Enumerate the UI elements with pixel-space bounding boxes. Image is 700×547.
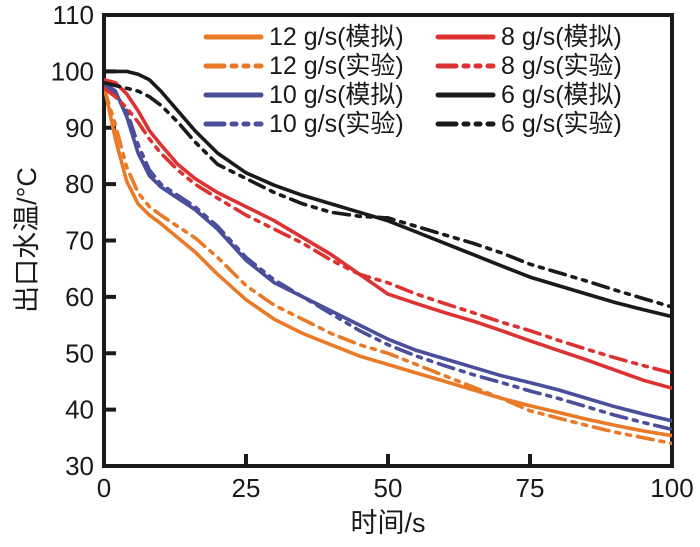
legend-label-8gs-exp: 8 g/s(实验) — [501, 52, 622, 80]
legend-label-12gs-exp: 12 g/s(实验) — [269, 52, 404, 80]
x-tick-label-100: 100 — [650, 473, 693, 503]
y-tick-label-100: 100 — [51, 56, 94, 86]
series-line-6gs-exp — [104, 80, 672, 309]
axis-tick-labels: 30 40 50 60 70 80 90 100 110 0 25 50 75 100 — [51, 0, 694, 503]
series-line-10gs-sim — [104, 80, 672, 423]
y-tick-label-110: 110 — [53, 0, 94, 30]
legend-item-6gs-exp: 6 g/s(实验) — [435, 110, 622, 138]
y-tick-label-40: 40 — [65, 395, 94, 425]
x-tick-label-25: 25 — [232, 473, 261, 503]
y-tick-label-60: 60 — [65, 282, 94, 312]
data-series — [104, 69, 672, 446]
legend-item-8gs-sim: 8 g/s(模拟) — [435, 23, 622, 51]
y-tick-label-70: 70 — [65, 226, 94, 256]
legend-label-8gs-sim: 8 g/s(模拟) — [501, 23, 622, 51]
legend-item-12gs-sim: 12 g/s(模拟) — [203, 23, 404, 51]
legend-label-10gs-sim: 10 g/s(模拟) — [269, 81, 404, 109]
y-tick-label-30: 30 — [65, 451, 94, 481]
legend-label-6gs-exp: 6 g/s(实验) — [501, 110, 622, 138]
x-axis-title: 时间/s — [350, 508, 425, 538]
legend-item-10gs-exp: 10 g/s(实验) — [203, 110, 404, 138]
x-tick-label-75: 75 — [516, 473, 545, 503]
series-line-8gs-sim — [104, 78, 672, 391]
y-axis-title: 出口水温/°C — [12, 167, 42, 313]
x-tick-label-0: 0 — [97, 473, 111, 503]
legend-item-8gs-exp: 8 g/s(实验) — [435, 52, 622, 80]
legend-item-12gs-exp: 12 g/s(实验) — [203, 52, 404, 80]
x-tick-label-50: 50 — [374, 473, 403, 503]
series-line-10gs-exp — [104, 83, 672, 432]
y-tick-label-90: 90 — [65, 113, 94, 143]
series-line-12gs-sim — [104, 83, 672, 438]
series-line-8gs-exp — [104, 86, 672, 375]
legend-item-10gs-sim: 10 g/s(模拟) — [203, 81, 404, 109]
y-tick-label-50: 50 — [65, 338, 94, 368]
y-tick-label-80: 80 — [65, 169, 94, 199]
legend-label-6gs-sim: 6 g/s(模拟) — [501, 81, 622, 109]
legend-label-12gs-sim: 12 g/s(模拟) — [269, 23, 404, 51]
legend-item-6gs-sim: 6 g/s(模拟) — [435, 81, 622, 109]
series-line-12gs-exp — [104, 86, 672, 446]
legend: 12 g/s(模拟)12 g/s(实验)10 g/s(模拟)10 g/s(实验)… — [203, 23, 622, 138]
series-line-6gs-sim — [104, 69, 672, 319]
axis-ticks — [102, 13, 674, 468]
legend-label-10gs-exp: 10 g/s(实验) — [269, 110, 404, 138]
